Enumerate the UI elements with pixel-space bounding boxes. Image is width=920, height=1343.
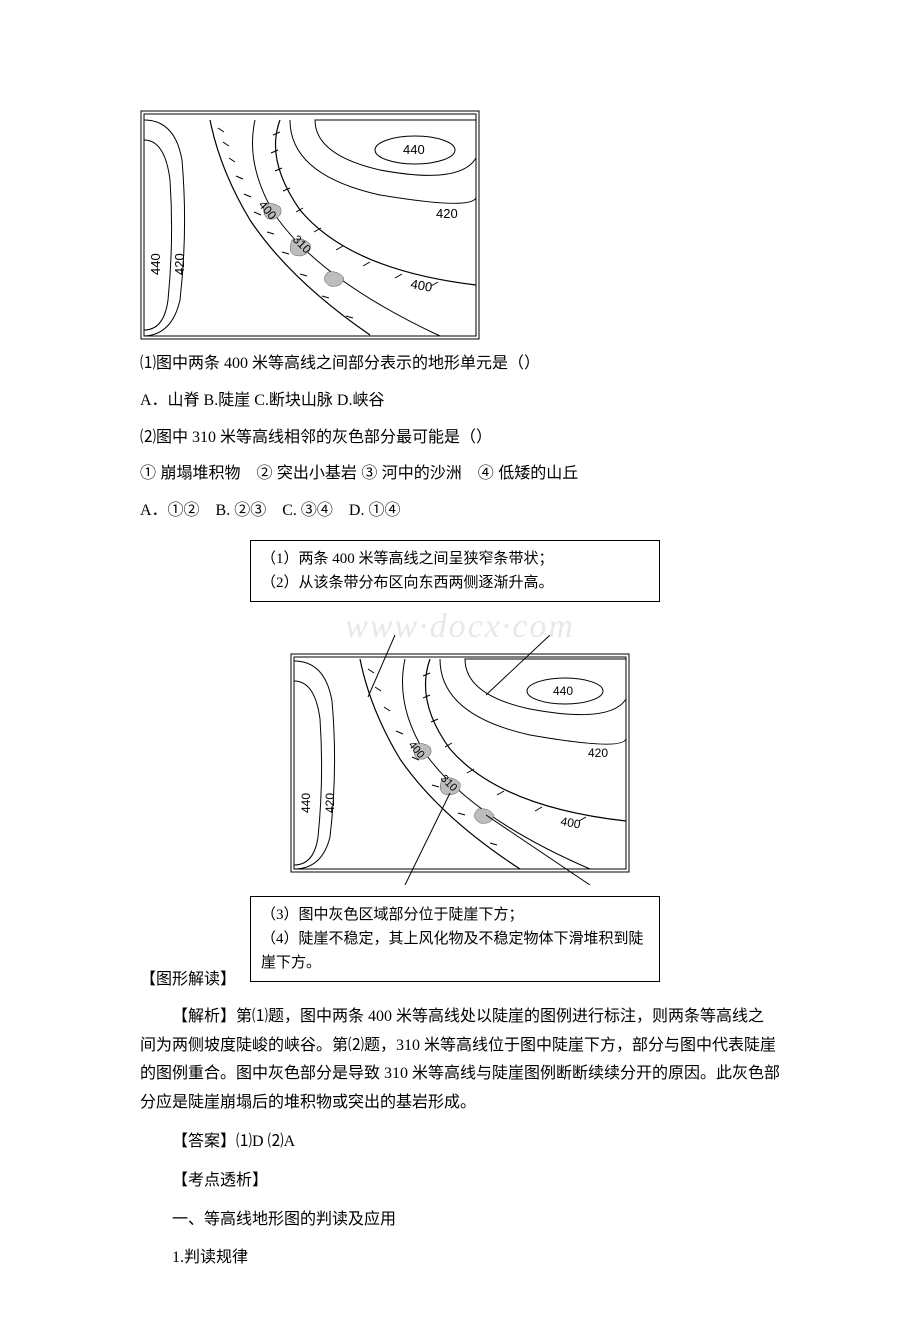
q2-items: ① 崩塌堆积物 ② 突出小基岩 ③ 河中的沙洲 ④ 低矮的山丘	[140, 460, 780, 489]
svg-text:400: 400	[559, 814, 581, 831]
outline-2: 1.判读规律	[140, 1244, 780, 1273]
answer-para: 【答案】⑴D ⑵A	[140, 1128, 780, 1157]
annotation-top-wrap: （1）两条 400 米等高线之间呈狭窄条带状； （2）从该条带分布区向东西两侧逐…	[250, 540, 660, 602]
svg-text:400: 400	[409, 276, 433, 295]
annotation-bottom-wrap: （3）图中灰色区域部分位于陡崖下方； （4）陡崖不稳定，其上风化物及不稳定物体下…	[250, 896, 660, 982]
analysis-heading: 【解析】	[172, 1008, 236, 1025]
q1-options: A．山脊 B.陡崖 C.断块山脉 D.峡谷	[140, 387, 780, 416]
svg-text:420: 420	[588, 746, 608, 760]
svg-text:440: 440	[403, 142, 425, 157]
annotation-top-box: （1）两条 400 米等高线之间呈狭窄条带状； （2）从该条带分布区向东西两侧逐…	[250, 540, 660, 602]
svg-text:440: 440	[299, 793, 313, 813]
annotated-map-wrap: 440 420 440 420	[250, 635, 780, 896]
top-contour-map: 440 420 440 420 400 310 400	[140, 110, 780, 340]
answer-body: ⑴D ⑵A	[236, 1133, 295, 1150]
svg-text:420: 420	[172, 253, 187, 275]
annotation-bottom-line2: （4）陡崖不稳定，其上风化物及不稳定物体下滑堆积到陡崖下方。	[261, 927, 649, 975]
svg-text:420: 420	[323, 793, 337, 813]
svg-text:420: 420	[436, 206, 458, 221]
annotation-top-line1: （1）两条 400 米等高线之间呈狭窄条带状；	[261, 547, 649, 571]
kaodian-heading: 【考点透析】	[140, 1167, 780, 1196]
analysis-para: 【解析】第⑴题，图中两条 400 米等高线处以陡崖的图例进行标注，则两条等高线之…	[140, 1003, 780, 1118]
answer-heading: 【答案】	[172, 1133, 236, 1150]
analysis-body: 第⑴题，图中两条 400 米等高线处以陡崖的图例进行标注，则两条等高线之间为两侧…	[140, 1008, 780, 1111]
annotated-diagram-block: （1）两条 400 米等高线之间呈狭窄条带状； （2）从该条带分布区向东西两侧逐…	[140, 540, 780, 982]
annotation-bottom-box: （3）图中灰色区域部分位于陡崖下方； （4）陡崖不稳定，其上风化物及不稳定物体下…	[250, 896, 660, 982]
contour-map-svg: 440 420 440 420 400 310 400	[140, 110, 480, 340]
svg-text:400: 400	[256, 198, 280, 223]
q2-options: A．①② B. ②③ C. ③④ D. ①④	[140, 497, 780, 526]
annotated-contour-svg: 440 420 440 420	[250, 635, 670, 885]
annotation-bottom-line1: （3）图中灰色区域部分位于陡崖下方；	[261, 903, 649, 927]
annotation-top-line2: （2）从该条带分布区向东西两侧逐渐升高。	[261, 571, 649, 595]
svg-text:440: 440	[553, 684, 573, 698]
outline-1: 一、等高线地形图的判读及应用	[140, 1206, 780, 1235]
q2-stem: ⑵图中 310 米等高线相邻的灰色部分最可能是（）	[140, 424, 780, 453]
svg-text:440: 440	[148, 253, 163, 275]
q1-stem: ⑴图中两条 400 米等高线之间部分表示的地形单元是（）	[140, 350, 780, 379]
